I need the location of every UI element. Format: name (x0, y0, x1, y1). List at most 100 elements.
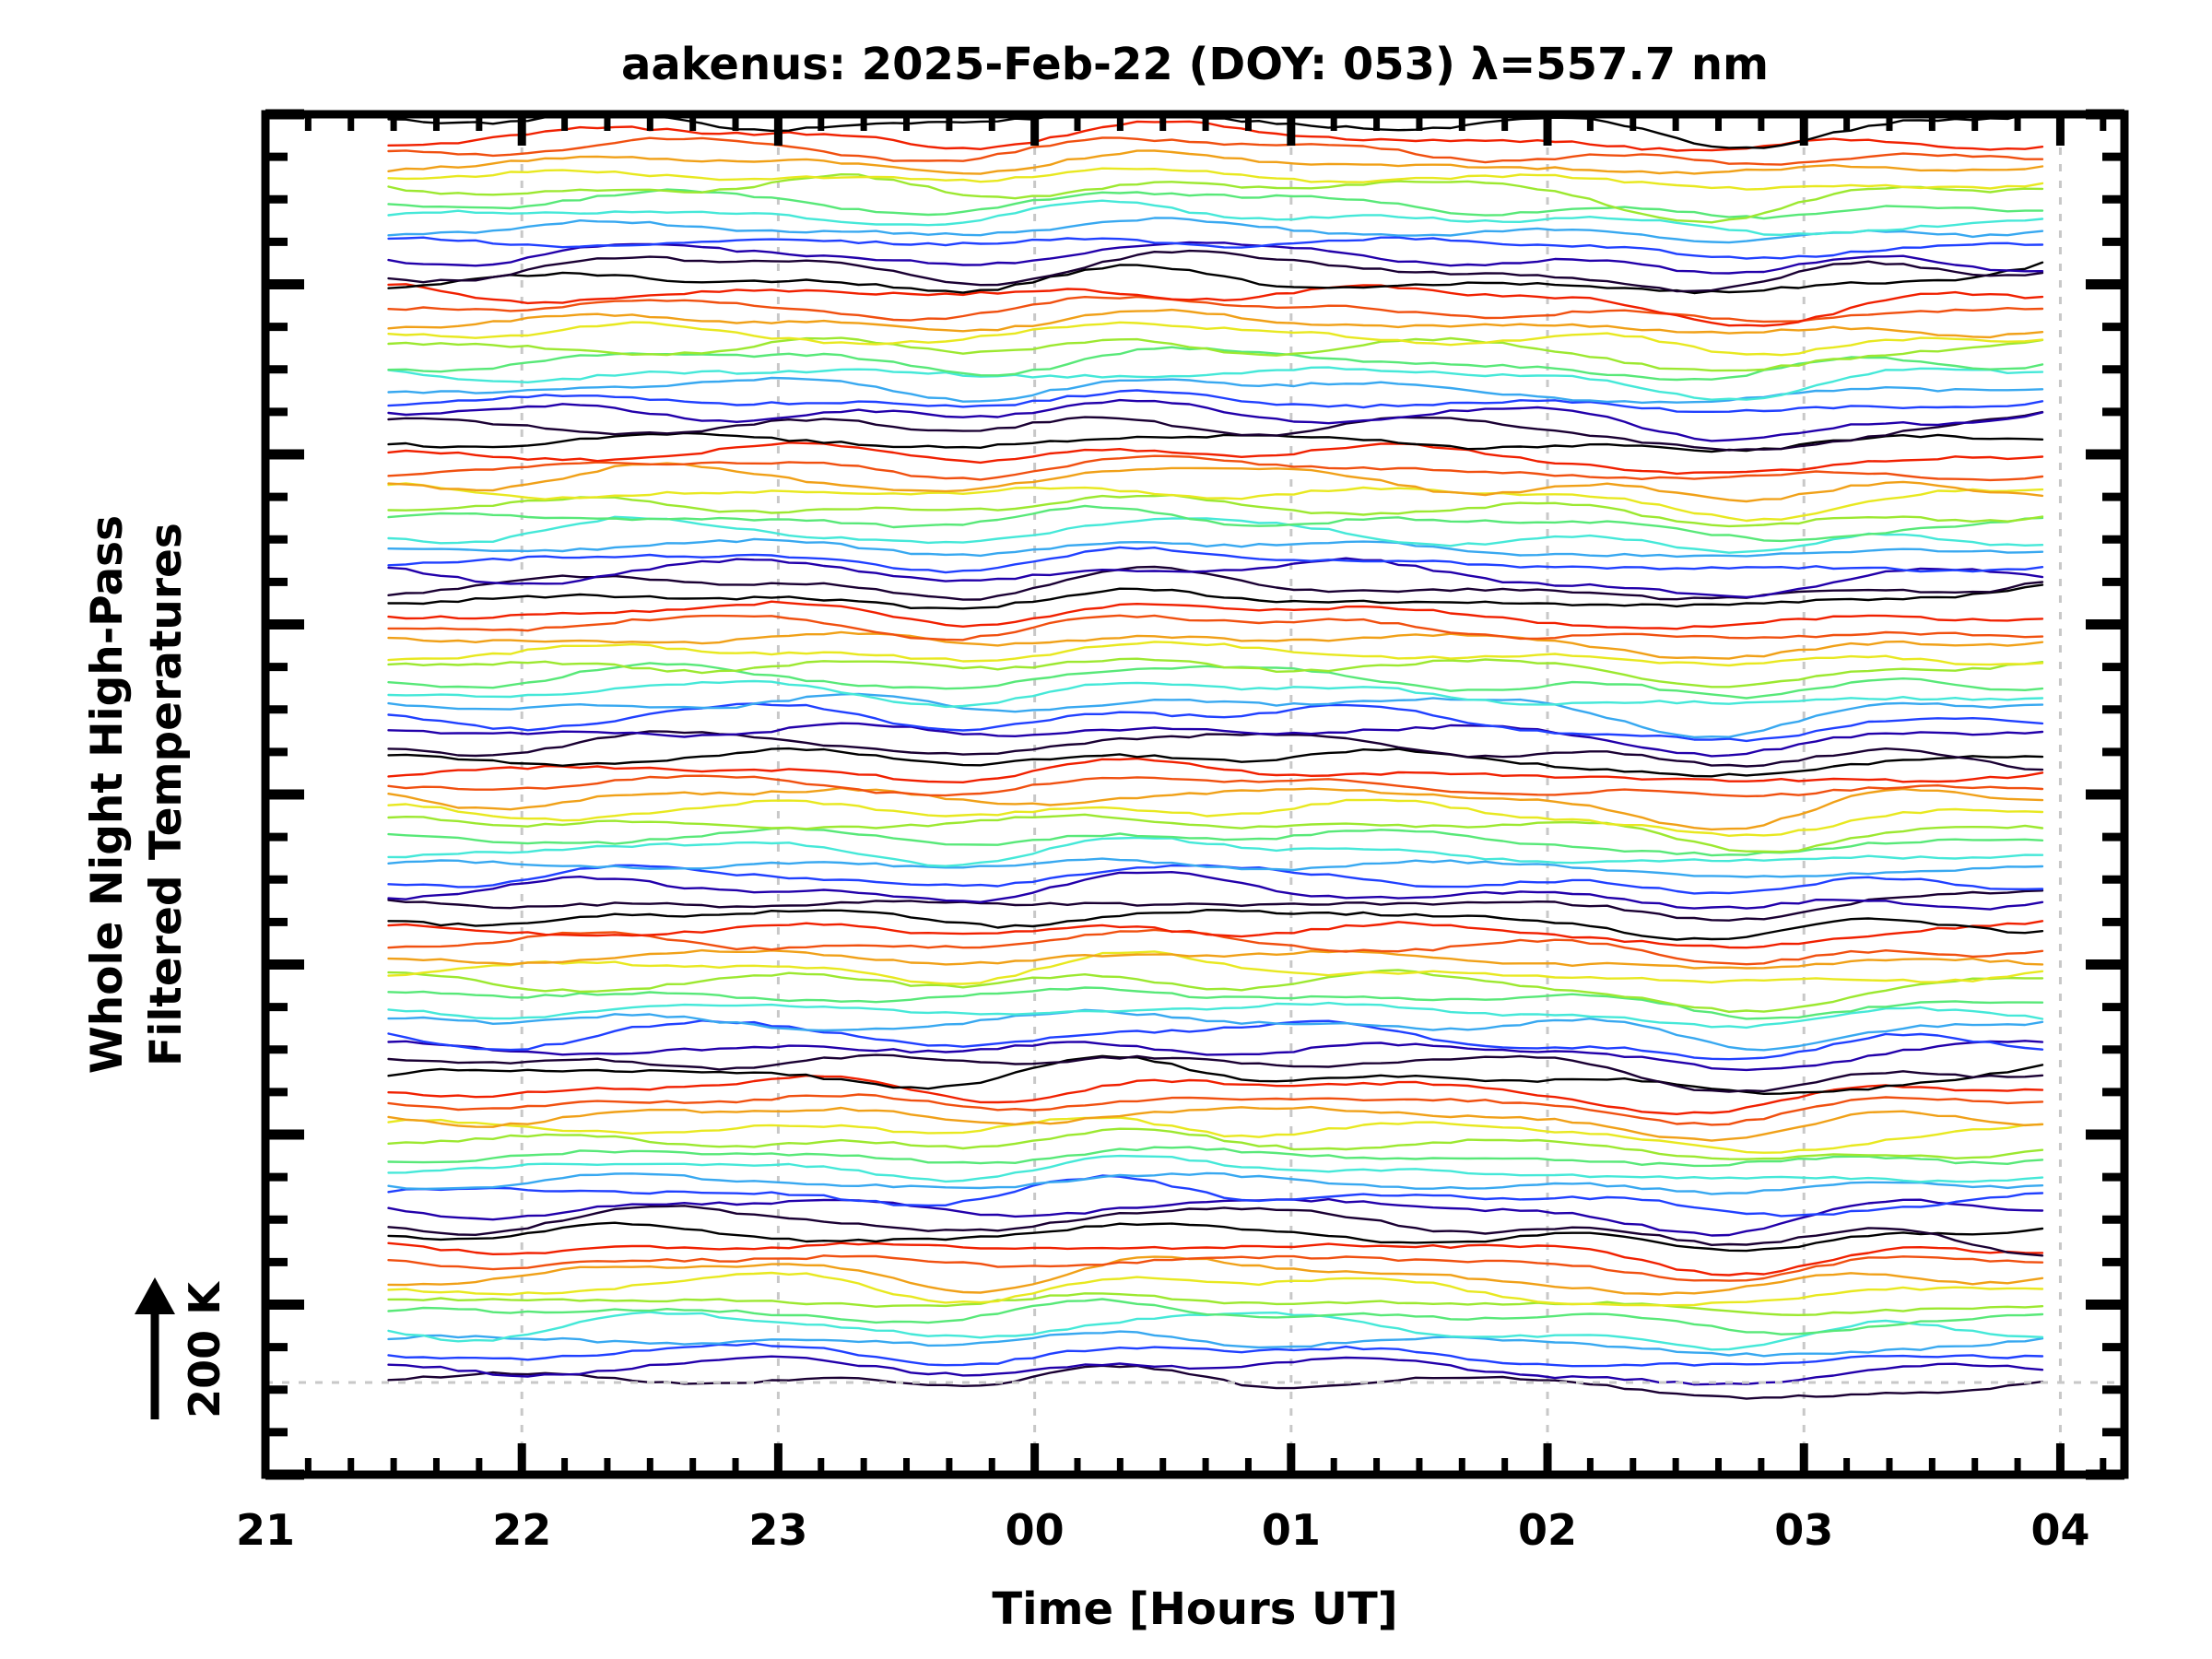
mask-top (0, 0, 2212, 114)
data-trace (387, 662, 2044, 700)
data-trace (387, 1355, 2044, 1386)
data-trace (387, 1146, 2044, 1168)
data-trace (387, 920, 2044, 949)
data-trace (387, 1330, 2044, 1358)
data-trace (387, 1040, 2044, 1072)
data-trace (387, 969, 2044, 1013)
data-trace (387, 1001, 2044, 1030)
data-trace (387, 167, 2044, 191)
data-trace (387, 173, 2044, 224)
x-tick-label: 00 (1006, 1505, 1065, 1555)
data-trace (387, 798, 2044, 837)
data-trace (387, 1154, 2044, 1183)
data-trace (387, 836, 2044, 867)
data-trace (387, 692, 2044, 739)
data-trace (387, 1053, 2044, 1093)
data-trace (387, 336, 2044, 372)
y-axis-label-line2: Filtered Temperatures (141, 523, 192, 1066)
data-trace (387, 493, 2044, 528)
x-tick-label: 01 (1262, 1505, 1321, 1555)
data-trace (387, 786, 2044, 831)
data-trace (387, 454, 2044, 482)
data-trace (387, 1197, 2044, 1237)
mask-right (2124, 0, 2212, 1659)
x-tick-label: 22 (492, 1505, 551, 1555)
data-trace (387, 1254, 2044, 1282)
data-trace (387, 1116, 2044, 1154)
data-trace (387, 308, 2044, 339)
data-trace (387, 389, 2044, 413)
data-trace (387, 1221, 2044, 1253)
data-trace (387, 702, 2044, 743)
data-trace (387, 657, 2044, 688)
y-axis-label-line1: Whole Night High-Pass (82, 515, 133, 1074)
data-trace (387, 366, 2044, 401)
data-trace (387, 1054, 2044, 1095)
data-trace (387, 236, 2044, 260)
data-trace (387, 1174, 2044, 1218)
data-trace (387, 774, 2044, 798)
data-trace (387, 909, 2044, 941)
data-trace (387, 504, 2044, 543)
data-trace (387, 600, 2044, 630)
data-trace (387, 583, 2044, 610)
data-trace (387, 641, 2044, 667)
data-trace (387, 1171, 2044, 1195)
data-trace (387, 283, 2044, 327)
data-trace (387, 1241, 2044, 1277)
data-trace (387, 722, 2044, 758)
data-trace (387, 614, 2044, 641)
data-trace (387, 1127, 2044, 1160)
x-tick-label: 03 (1774, 1505, 1833, 1555)
data-trace (387, 441, 2044, 476)
data-trace (387, 149, 2044, 175)
data-trace (387, 1255, 2044, 1296)
x-tick-label: 02 (1518, 1505, 1577, 1555)
y-axis-label: Whole Night High-Pass Filtered Temperatur… (82, 515, 192, 1074)
x-axis-ticks: 21 22 23 00 01 02 03 04 (236, 114, 2107, 1555)
data-trace (387, 948, 2044, 970)
data-trace (387, 321, 2044, 357)
data-trace (387, 889, 2044, 922)
data-trace (387, 630, 2044, 660)
data-trace (387, 1342, 2044, 1368)
data-trace (387, 1271, 2044, 1307)
data-trace (387, 730, 2044, 771)
data-trace (387, 557, 2044, 599)
data-trace (387, 199, 2044, 236)
data-trace (387, 120, 2044, 152)
data-trace (387, 546, 2044, 574)
plot-title: aakenus: 2025-Feb-22 (DOY: 053) λ=557.7 … (621, 39, 1769, 90)
data-trace (387, 747, 2044, 778)
mask-left (0, 0, 265, 1659)
data-trace (387, 482, 2044, 523)
x-tick-label: 04 (2030, 1505, 2089, 1555)
data-trace (387, 249, 2044, 293)
data-trace (387, 757, 2044, 783)
data-trace (387, 679, 2044, 709)
scalebar-label: 200 K (180, 1280, 229, 1418)
data-trace (387, 1019, 2044, 1061)
data-trace (387, 1008, 2044, 1052)
data-trace (387, 1298, 2044, 1335)
data-trace (387, 871, 2044, 911)
scalebar-arrowhead (135, 1277, 175, 1314)
data-trace (387, 1292, 2044, 1316)
data-traces (387, 111, 2044, 1400)
data-trace (387, 241, 2044, 275)
data-trace (387, 261, 2044, 295)
scalebar: 200 K (135, 1277, 229, 1419)
data-trace (387, 410, 2044, 452)
data-trace (387, 1105, 2044, 1142)
data-trace (387, 1093, 2044, 1126)
data-trace (387, 295, 2044, 324)
data-trace (387, 398, 2044, 442)
data-trace (387, 537, 2044, 559)
mask-bottom (0, 1475, 2212, 1659)
data-trace (387, 857, 2044, 878)
y-axis-ticks (265, 109, 2124, 1480)
data-trace (387, 1205, 2044, 1257)
x-axis-label: Time [Hours UT] (992, 1583, 1397, 1635)
